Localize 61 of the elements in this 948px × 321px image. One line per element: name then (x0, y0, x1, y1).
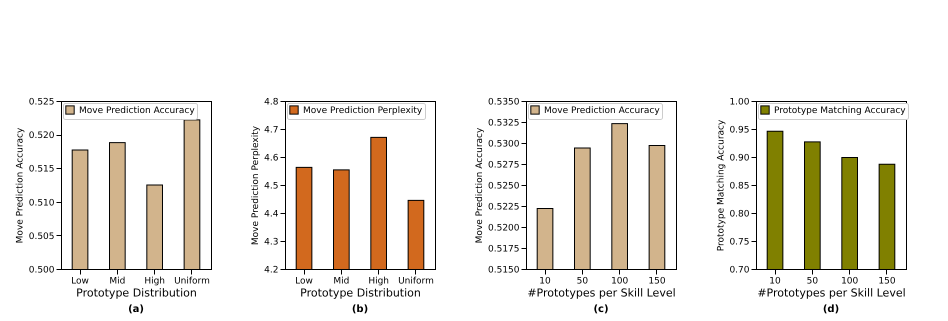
text: (b) (352, 304, 368, 315)
x-tick-label: 100 (611, 276, 629, 286)
y-tick-label: 4.5 (264, 182, 278, 192)
y-tick-label: 0.5350 (488, 98, 520, 108)
y-tick-label: 4.3 (264, 238, 278, 248)
y-tick-label: 0.500 (28, 266, 55, 276)
x-axis-title: Prototype Distribution (76, 286, 197, 300)
x-axis-title: #Prototypes per Skill Level (757, 286, 906, 300)
y-tick-label: 0.5300 (488, 140, 520, 150)
x-tick-label: Mid (333, 276, 350, 286)
y-tick-label: 0.75 (729, 238, 750, 248)
text: (a) (128, 304, 144, 315)
x-tick-label: Uniform (174, 276, 210, 286)
y-tick-label: 0.525 (28, 98, 54, 108)
x-tick-label: Low (295, 276, 313, 286)
x-tick-label: Mid (109, 276, 126, 286)
x-tick-label: 150 (878, 276, 896, 286)
y-tick-label: 0.70 (729, 266, 750, 276)
y-tick-label: 4.6 (264, 154, 279, 164)
y-tick-label: 0.5275 (488, 160, 520, 170)
y-tick-label: 4.8 (264, 98, 279, 108)
text: (d) (822, 304, 840, 315)
y-tick-label: 0.515 (28, 164, 54, 175)
y-tick-label: 0.5175 (488, 244, 520, 254)
x-axis-title: #Prototypes per Skill Level (527, 286, 676, 300)
y-tick-label: 0.90 (729, 154, 750, 164)
y-tick-label: 4.2 (264, 266, 278, 276)
y-tick-label: 0.5325 (488, 118, 520, 128)
x-tick-label: 100 (841, 276, 859, 286)
y-tick-label: 0.5150 (488, 266, 520, 276)
y-tick-label: 0.510 (28, 198, 55, 208)
text: (c) (593, 304, 609, 315)
y-tick-label: 0.5225 (488, 202, 520, 212)
y-axis-title: Move Prediction Perplexity (251, 125, 262, 246)
y-tick-label: 4.7 (264, 126, 278, 136)
x-tick-label: Low (71, 276, 89, 286)
x-tick-label: 50 (576, 276, 588, 286)
y-tick-label: 0.95 (729, 126, 750, 136)
x-tick-label: High (368, 276, 389, 286)
y-tick-label: 0.5250 (488, 182, 520, 192)
x-tick-label: 10 (769, 276, 782, 286)
y-tick-label: 0.85 (729, 182, 750, 192)
x-tick-label: High (144, 276, 165, 286)
x-tick-label: Uniform (398, 276, 434, 286)
x-tick-label: 150 (648, 276, 666, 286)
y-tick-label: 0.520 (28, 131, 55, 142)
y-axis-title: Move Prediction Accuracy (16, 127, 26, 244)
legend-label: Prototype Matching Accuracy (774, 106, 906, 116)
x-axis-title: Prototype Distribution (300, 286, 421, 300)
legend-label: Move Prediction Accuracy (79, 106, 196, 116)
x-tick-label: 10 (539, 276, 552, 286)
y-tick-label: 1.00 (729, 98, 750, 108)
y-tick-label: 4.4 (264, 210, 279, 220)
legend-label: Move Prediction Perplexity (303, 106, 423, 116)
x-tick-label: 50 (806, 276, 818, 286)
legend-label: Move Prediction Accuracy (544, 106, 660, 116)
y-axis-title: Prototype Matching Accuracy (716, 119, 726, 252)
y-tick-label: 0.80 (729, 210, 750, 220)
y-tick-label: 0.5200 (488, 224, 520, 234)
y-tick-label: 0.505 (28, 232, 54, 242)
y-axis-title: Move Prediction Accuracy (475, 127, 486, 244)
